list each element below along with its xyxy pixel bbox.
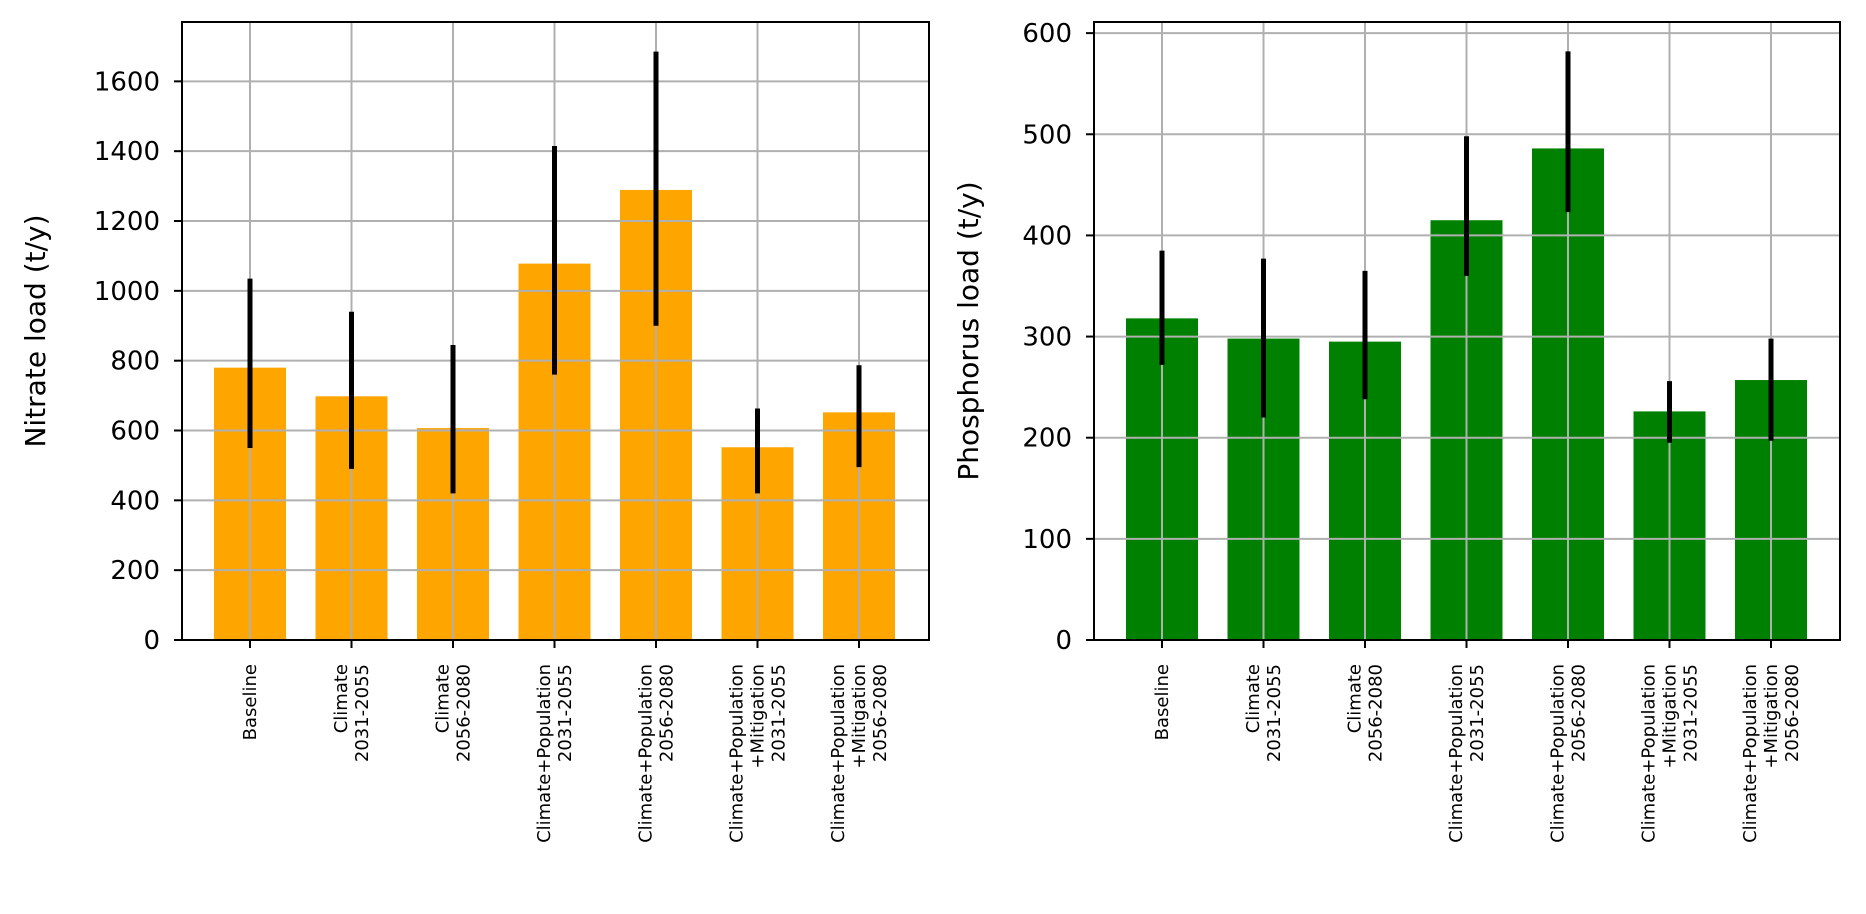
x-tick-label-line: 2031-2055 bbox=[352, 664, 373, 762]
x-tick-label: Climate+Population 2056-2080 bbox=[1548, 664, 1590, 843]
x-tick-label: Climate+Population +Mitigation 2031-2055 bbox=[1639, 664, 1702, 843]
x-tick-label-line: Climate bbox=[433, 664, 454, 733]
y-tick-label: 400 bbox=[110, 486, 160, 516]
y-tick-label: 400 bbox=[1022, 221, 1072, 251]
x-tick-label-line: +Mitigation bbox=[1761, 664, 1782, 769]
y-tick-label: 1400 bbox=[94, 137, 160, 167]
x-tick-label-line: Climate+Population bbox=[828, 664, 849, 843]
y-tick-label: 1600 bbox=[94, 67, 160, 97]
y-tick-label: 600 bbox=[110, 417, 160, 447]
x-tick-label-line: +Mitigation bbox=[849, 664, 870, 769]
chart-panel-1: 0 200 400 600 800 1000 1200 1400 1600 Baseline Cli… bbox=[19, 21, 930, 843]
y-tick-label: 0 bbox=[143, 626, 160, 656]
x-tick-label-line: 2031-2055 bbox=[1467, 664, 1488, 762]
x-tick-label-line: Climate+Population bbox=[1740, 664, 1761, 843]
x-tick-label: Climate 2031-2055 bbox=[1243, 664, 1285, 762]
x-tick-label-line: 2056-2080 bbox=[454, 664, 475, 762]
x-tick-label-line: 2056-2080 bbox=[657, 664, 678, 762]
x-tick-label: Baseline bbox=[240, 664, 261, 740]
y-tick-label: 300 bbox=[1022, 323, 1072, 353]
x-tick-label: Climate+Population +Mitigation 2056-2080 bbox=[828, 664, 891, 843]
x-tick-label: Climate 2056-2080 bbox=[1345, 664, 1387, 762]
y-axis-title: Nitrate load (t/y) bbox=[19, 214, 52, 447]
x-tick-label-line: 2031-2055 bbox=[1264, 664, 1285, 762]
y-axis-title: Phosphorus load (t/y) bbox=[952, 181, 985, 480]
x-tick-label-line: 2056-2080 bbox=[1569, 664, 1590, 762]
x-tick-label: Climate+Population +Mitigation 2031-2055 bbox=[727, 664, 790, 843]
x-tick-label: Climate+Population 2031-2055 bbox=[534, 664, 576, 843]
x-tick-label-line: Climate+Population bbox=[727, 664, 748, 843]
x-tick-label-line: Climate bbox=[1243, 664, 1264, 733]
x-tick-label-line: Baseline bbox=[240, 664, 261, 740]
x-tick-label-line: Climate+Population bbox=[1639, 664, 1660, 843]
x-tick-label-line: 2031-2055 bbox=[1681, 664, 1702, 762]
y-tick-label: 200 bbox=[1022, 424, 1072, 454]
x-tick-label: Climate+Population 2056-2080 bbox=[636, 664, 678, 843]
x-tick-label-line: 2056-2080 bbox=[1366, 664, 1387, 762]
y-tick-label: 100 bbox=[1022, 525, 1072, 555]
x-tick-label-line: 2031-2055 bbox=[769, 664, 790, 762]
x-tick-label-line: 2056-2080 bbox=[1782, 664, 1803, 762]
x-tick-label-line: Climate+Population bbox=[1548, 664, 1569, 843]
y-tick-label: 500 bbox=[1022, 120, 1072, 150]
y-tick-label: 0 bbox=[1055, 626, 1072, 656]
x-tick-label: Climate 2056-2080 bbox=[433, 664, 475, 762]
x-tick-label-line: Climate+Population bbox=[534, 664, 555, 843]
x-tick-label: Climate 2031-2055 bbox=[331, 664, 373, 762]
y-tick-label: 1200 bbox=[94, 207, 160, 237]
y-tick-label: 1000 bbox=[94, 277, 160, 307]
x-tick-label-line: Climate bbox=[331, 664, 352, 733]
x-tick-label-line: 2056-2080 bbox=[870, 664, 891, 762]
x-tick-label: Baseline bbox=[1152, 664, 1173, 740]
x-tick-label-line: Climate+Population bbox=[1446, 664, 1467, 843]
y-tick-label: 800 bbox=[110, 347, 160, 377]
x-tick-label-line: 2031-2055 bbox=[555, 664, 576, 762]
x-tick-label: Climate+Population 2031-2055 bbox=[1446, 664, 1488, 843]
x-tick-label-line: Climate+Population bbox=[636, 664, 657, 843]
x-tick-label-line: Baseline bbox=[1152, 664, 1173, 740]
x-tick-label-line: Climate bbox=[1345, 664, 1366, 733]
y-tick-label: 200 bbox=[110, 556, 160, 586]
x-tick-label-line: +Mitigation bbox=[1660, 664, 1681, 769]
x-tick-label-line: +Mitigation bbox=[748, 664, 769, 769]
x-tick-label: Climate+Population +Mitigation 2056-2080 bbox=[1740, 664, 1803, 843]
y-tick-label: 600 bbox=[1022, 19, 1072, 49]
